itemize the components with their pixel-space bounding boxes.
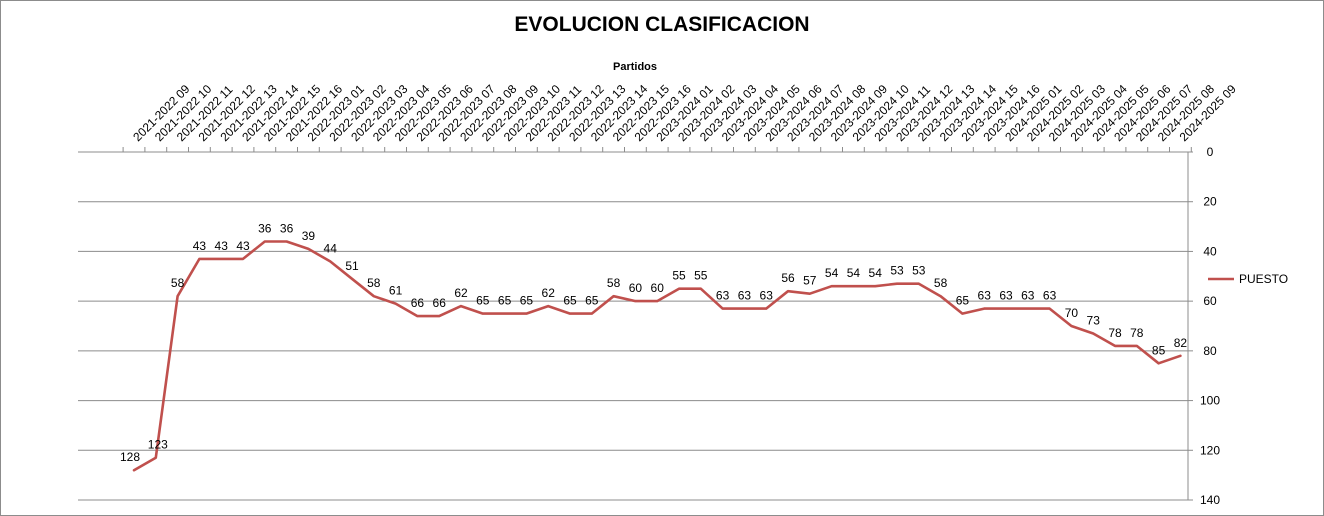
- data-label: 65: [520, 294, 534, 308]
- y-tick-label: 20: [1203, 195, 1217, 209]
- data-labels: 128 123 58 43 43 43 36 36 39 44 51 58 61 66 66 62 65 65 65…: [120, 221, 1187, 464]
- data-label: 44: [324, 241, 338, 255]
- y-axis-ticks: 0 20 40 60 80 100 120 140: [1188, 145, 1220, 507]
- data-label: 54: [869, 266, 883, 280]
- data-label: 65: [498, 294, 512, 308]
- legend-label: PUESTO: [1239, 272, 1288, 286]
- y-tick-label: 140: [1200, 493, 1220, 507]
- data-label: 39: [302, 229, 316, 243]
- data-label: 65: [585, 294, 599, 308]
- data-label: 36: [280, 221, 294, 235]
- data-label: 58: [171, 276, 185, 290]
- data-label: 63: [999, 289, 1013, 303]
- data-label: 63: [738, 289, 752, 303]
- data-label: 78: [1108, 326, 1122, 340]
- data-label: 43: [215, 239, 229, 253]
- data-label: 85: [1152, 343, 1166, 357]
- series-line-puesto: [132, 240, 1182, 472]
- data-label: 65: [476, 294, 490, 308]
- data-label: 63: [716, 289, 730, 303]
- data-label: 54: [847, 266, 861, 280]
- data-label: 54: [825, 266, 839, 280]
- data-label: 58: [367, 276, 381, 290]
- y-tick-label: 80: [1203, 344, 1217, 358]
- data-label: 53: [890, 264, 904, 278]
- data-label: 66: [433, 296, 447, 310]
- data-label: 51: [345, 259, 359, 273]
- data-label: 73: [1087, 313, 1101, 327]
- data-label: 57: [803, 274, 817, 288]
- data-label: 62: [454, 286, 468, 300]
- data-label: 65: [563, 294, 577, 308]
- data-label: 70: [1065, 306, 1079, 320]
- data-label: 63: [1021, 289, 1035, 303]
- series-layer: [132, 240, 1182, 472]
- data-label: 43: [193, 239, 207, 253]
- data-label: 36: [258, 221, 272, 235]
- data-label: 78: [1130, 326, 1144, 340]
- data-label: 60: [651, 281, 665, 295]
- data-label: 63: [978, 289, 992, 303]
- data-label: 55: [672, 269, 686, 283]
- data-label: 62: [542, 286, 556, 300]
- data-label: 53: [912, 264, 926, 278]
- data-label: 123: [148, 438, 168, 452]
- data-label: 58: [934, 276, 948, 290]
- legend: PUESTO: [1208, 272, 1288, 286]
- data-label: 63: [1043, 289, 1057, 303]
- y-tick-label: 60: [1203, 294, 1217, 308]
- data-label: 65: [956, 294, 970, 308]
- y-tick-label: 100: [1200, 394, 1220, 408]
- y-tick-label: 40: [1203, 244, 1217, 258]
- data-label: 56: [781, 271, 795, 285]
- data-label: 82: [1174, 336, 1188, 350]
- chart-title: EVOLUCION CLASIFICACION: [514, 13, 810, 36]
- data-label: 128: [120, 450, 140, 464]
- y-tick-label: 120: [1200, 443, 1220, 457]
- data-label: 58: [607, 276, 621, 290]
- data-label: 55: [694, 269, 708, 283]
- data-label: 63: [760, 289, 774, 303]
- axes: [78, 151, 1189, 500]
- data-label: 66: [411, 296, 425, 310]
- data-label: 60: [629, 281, 643, 295]
- data-label: 43: [236, 239, 250, 253]
- data-label: 61: [389, 284, 403, 298]
- x-axis-title: Partidos: [612, 61, 657, 73]
- y-tick-label: 0: [1207, 145, 1214, 159]
